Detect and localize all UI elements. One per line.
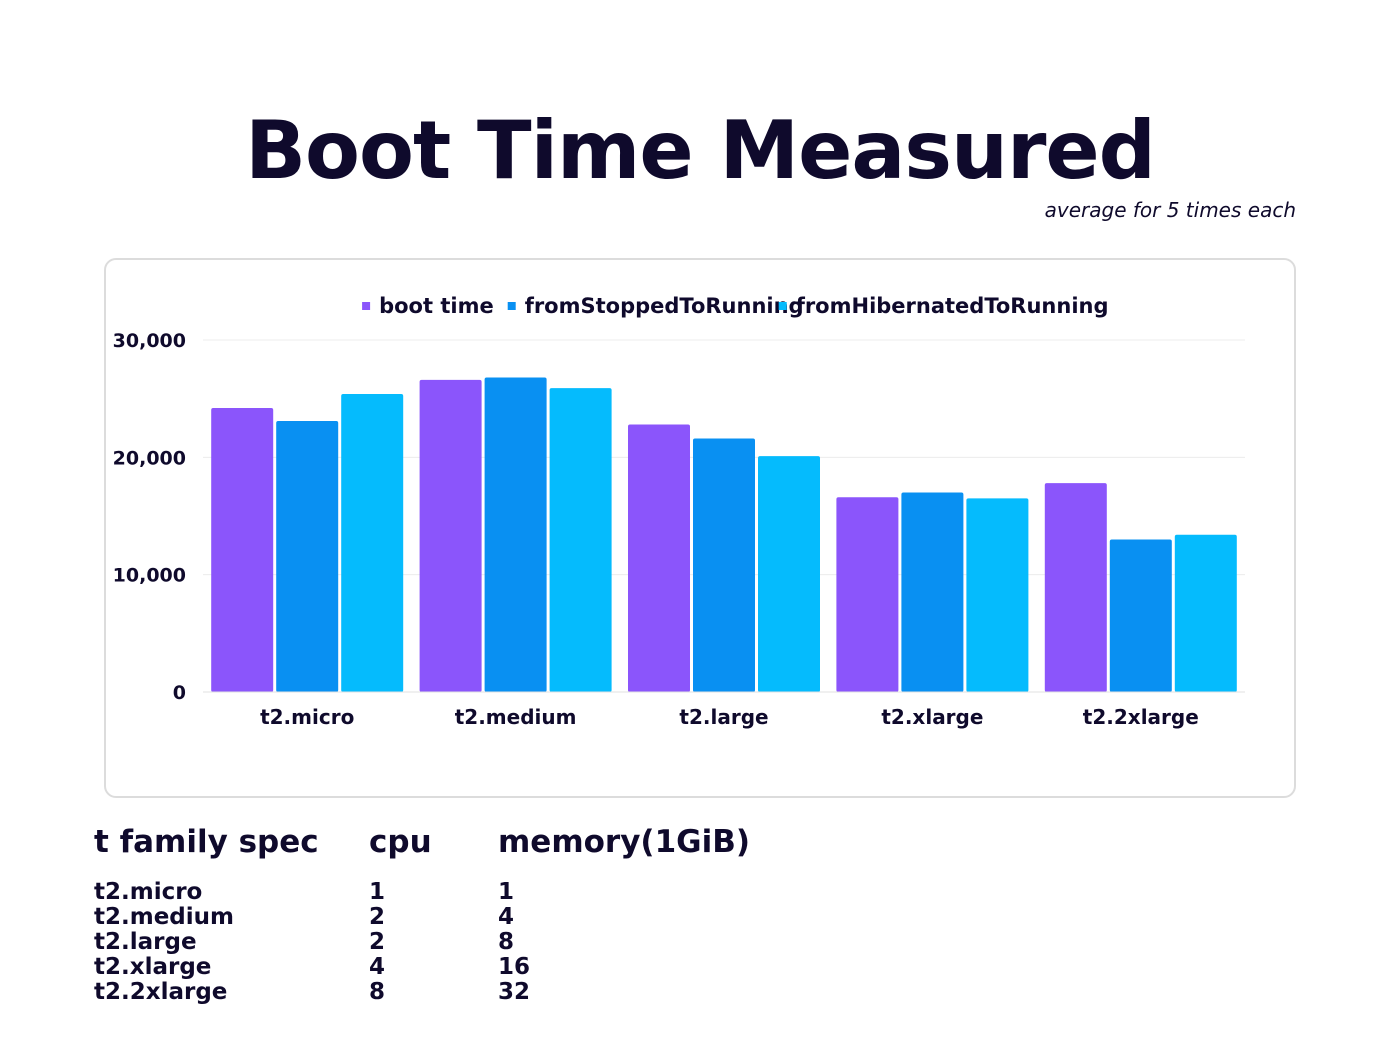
spec-cell-cpu: 1 (369, 879, 386, 905)
bar-t2.xlarge-fromHibernatedToRunning (966, 498, 1029, 692)
spec-cell-cpu: 8 (369, 979, 386, 1005)
legend-marker-boot time (362, 302, 371, 310)
bar-chart: 0 10,000 20,000 30,000 t2.micro t2.medium t2.l… (113, 294, 1245, 729)
spec-cell-memory: 16 (498, 954, 531, 980)
spec-header-memory: memory(1GiB) (498, 824, 751, 860)
spec-cell-family: t2.large (94, 929, 197, 955)
x-tick-label: t2.xlarge (881, 705, 983, 729)
spec-header-family: t family spec (94, 824, 319, 860)
y-tick-label: 30,000 (113, 330, 186, 352)
chart-subtitle: average for 5 times each (1044, 198, 1296, 222)
spec-cell-memory: 32 (498, 979, 531, 1005)
bar-t2.xlarge-boot time (836, 497, 899, 692)
bar-t2.2xlarge-fromStoppedToRunning (1109, 539, 1172, 692)
spec-header-cpu: cpu (369, 824, 432, 860)
legend-label: boot time (379, 294, 494, 318)
x-tick-label: t2.micro (260, 705, 354, 729)
bar-t2.micro-boot time (211, 408, 274, 692)
spec-cell-memory: 4 (498, 904, 515, 930)
bar-t2.medium-fromHibernatedToRunning (549, 388, 612, 692)
bar-t2.large-fromHibernatedToRunning (758, 456, 820, 692)
spec-cell-cpu: 4 (369, 954, 386, 980)
x-tick-label: t2.medium (455, 705, 577, 729)
y-tick-label: 20,000 (113, 447, 186, 469)
y-tick-label: 0 (173, 682, 186, 704)
bar-t2.large-fromStoppedToRunning (693, 438, 755, 692)
spec-cell-family: t2.xlarge (94, 954, 212, 980)
spec-cell-cpu: 2 (369, 904, 386, 930)
spec-cell-family: t2.2xlarge (94, 979, 228, 1005)
legend-label: fromStoppedToRunning (525, 294, 804, 318)
bar-t2.medium-boot time (419, 379, 482, 692)
chart-title: Boot Time Measured (245, 104, 1156, 197)
spec-cell-memory: 1 (498, 879, 515, 905)
bar-t2.large-boot time (628, 424, 690, 692)
spec-cell-memory: 8 (498, 929, 515, 955)
x-tick-label: t2.large (679, 705, 768, 729)
x-tick-label: t2.2xlarge (1083, 705, 1199, 729)
spec-cell-family: t2.micro (94, 879, 203, 905)
bar-t2.medium-fromStoppedToRunning (484, 377, 547, 692)
bar-t2.micro-fromStoppedToRunning (276, 420, 339, 692)
legend-marker-fromStoppedToRunning (507, 302, 516, 310)
bar-t2.micro-fromHibernatedToRunning (341, 393, 404, 692)
spec-cell-cpu: 2 (369, 929, 386, 955)
chart-card: 0 10,000 20,000 30,000 t2.micro t2.medium t2.l… (104, 258, 1296, 798)
legend-label: fromHibernatedToRunning (796, 294, 1109, 318)
legend-marker-fromHibernatedToRunning (778, 302, 787, 310)
spec-cell-family: t2.medium (94, 904, 234, 930)
bar-t2.2xlarge-boot time (1044, 483, 1107, 692)
bar-t2.xlarge-fromStoppedToRunning (901, 492, 964, 692)
y-tick-label: 10,000 (113, 565, 186, 587)
bar-t2.2xlarge-fromHibernatedToRunning (1174, 534, 1237, 692)
